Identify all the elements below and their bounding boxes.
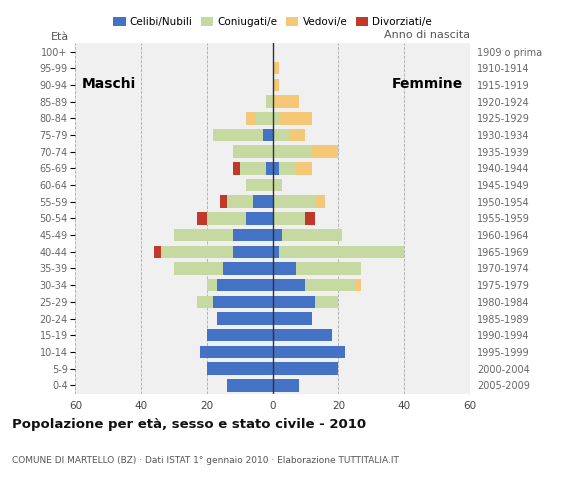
Text: Maschi: Maschi [82, 77, 136, 91]
Bar [273, 62, 279, 74]
Bar [197, 212, 207, 225]
Bar [296, 162, 312, 175]
Bar [306, 212, 316, 225]
Bar [240, 162, 266, 175]
Bar [273, 362, 338, 375]
Bar [217, 312, 273, 325]
Text: COMUNE DI MARTELLO (BZ) · Dati ISTAT 1° gennaio 2010 · Elaborazione TUTTITALIA.I: COMUNE DI MARTELLO (BZ) · Dati ISTAT 1° … [12, 456, 398, 465]
Bar [289, 129, 306, 141]
Bar [253, 195, 273, 208]
Bar [306, 279, 355, 291]
Bar [273, 329, 332, 341]
Bar [233, 229, 273, 241]
Bar [246, 112, 256, 124]
Bar [273, 296, 316, 308]
Bar [273, 262, 296, 275]
Bar [273, 229, 282, 241]
Bar [282, 229, 342, 241]
Bar [233, 145, 273, 158]
Bar [312, 145, 338, 158]
Bar [217, 279, 273, 291]
Bar [266, 96, 273, 108]
Bar [266, 162, 273, 175]
Bar [174, 262, 223, 275]
Bar [233, 245, 273, 258]
Bar [273, 195, 316, 208]
Bar [296, 262, 361, 275]
Bar [174, 229, 233, 241]
Bar [273, 162, 279, 175]
Bar [207, 329, 273, 341]
Bar [355, 279, 361, 291]
Bar [316, 296, 338, 308]
Bar [227, 195, 253, 208]
Bar [213, 296, 273, 308]
Bar [246, 212, 273, 225]
Bar [161, 245, 233, 258]
Legend: Celibi/Nubili, Coniugati/e, Vedovi/e, Divorziati/e: Celibi/Nubili, Coniugati/e, Vedovi/e, Di… [109, 12, 436, 31]
Bar [273, 245, 279, 258]
Bar [273, 179, 282, 192]
Bar [273, 279, 306, 291]
Bar [213, 129, 263, 141]
Bar [279, 245, 404, 258]
Bar [233, 162, 240, 175]
Bar [273, 112, 279, 124]
Bar [279, 162, 296, 175]
Bar [227, 379, 273, 392]
Bar [246, 179, 273, 192]
Text: Femmine: Femmine [392, 77, 463, 91]
Bar [263, 129, 273, 141]
Bar [273, 79, 279, 91]
Bar [273, 145, 312, 158]
Bar [273, 129, 289, 141]
Bar [273, 212, 306, 225]
Bar [200, 346, 273, 358]
Bar [316, 195, 325, 208]
Bar [256, 112, 273, 124]
Bar [273, 312, 312, 325]
Text: Età: Età [50, 32, 69, 42]
Text: Anno di nascita: Anno di nascita [384, 30, 470, 40]
Bar [207, 279, 217, 291]
Bar [273, 346, 345, 358]
Bar [220, 195, 227, 208]
Bar [273, 379, 299, 392]
Bar [279, 112, 312, 124]
Text: Popolazione per età, sesso e stato civile - 2010: Popolazione per età, sesso e stato civil… [12, 418, 366, 431]
Bar [207, 212, 246, 225]
Bar [197, 296, 213, 308]
Bar [207, 362, 273, 375]
Bar [223, 262, 273, 275]
Bar [273, 96, 299, 108]
Bar [154, 245, 161, 258]
